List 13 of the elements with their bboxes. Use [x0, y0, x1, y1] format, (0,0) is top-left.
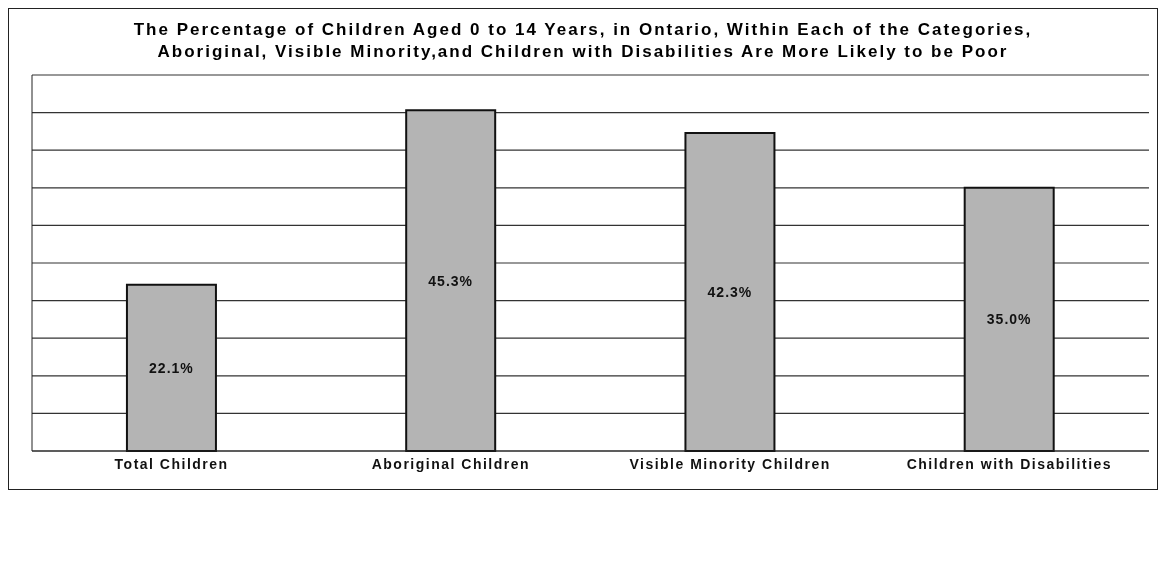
- bar: [684, 131, 776, 452]
- x-tick-label: Visible Minority Children: [629, 455, 831, 472]
- bar: [405, 109, 497, 452]
- data-label: 45.3%: [428, 272, 474, 289]
- x-tick-label: Aboriginal Children: [371, 455, 531, 472]
- bar: [125, 283, 217, 452]
- x-tick-label: Total Children: [114, 455, 229, 472]
- bar: [963, 186, 1055, 452]
- x-tick-label: Children with Disabilities: [906, 455, 1113, 472]
- data-label: 35.0%: [986, 311, 1032, 328]
- data-label: 22.1%: [149, 359, 194, 376]
- chart-title: The Percentage of Children Aged 0 to 14 Years, in Ontario, Within Each of the Categories, Aboriginal, Visible Minority,and Children with Disabilities Are More Likely to be Poor: [132, 19, 1034, 63]
- data-label: 42.3%: [707, 283, 753, 300]
